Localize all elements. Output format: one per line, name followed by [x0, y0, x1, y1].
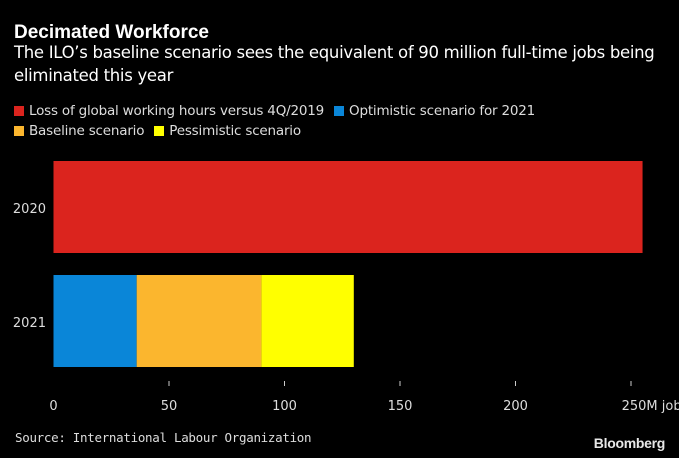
chart-title: Decimated Workforce	[14, 22, 209, 43]
legend-swatch-yellow	[154, 126, 165, 136]
bar-2020-loss-of-global-working-hours-versus-4q-2019	[53, 161, 643, 253]
chart-subtitle: The ILO’s baseline scenario sees the equ…	[14, 43, 655, 85]
x-tick-label: 200	[503, 399, 528, 414]
bar-2021-optimistic-scenario-for-2021	[53, 275, 137, 367]
legend-swatch-red	[14, 106, 24, 116]
legend-item-baseline: Baseline scenario	[14, 121, 144, 141]
bar-2021-baseline-scenario	[136, 275, 262, 367]
legend-item-pessimistic: Pessimistic scenario	[154, 121, 301, 141]
legend-swatch-blue	[334, 106, 345, 116]
source-note: Source: International Labour Organizatio…	[15, 430, 312, 445]
legend-label: Baseline scenario	[29, 123, 145, 139]
x-tick-label: 0	[49, 399, 57, 414]
bloomberg-logo: Bloomberg	[593, 435, 666, 451]
legend-label: Optimistic scenario for 2021	[349, 103, 536, 119]
legend-row: Baseline scenario Pessimistic scenario	[14, 121, 535, 141]
legend-label: Pessimistic scenario	[169, 123, 301, 139]
category-label-2021: 2021	[13, 316, 46, 331]
legend-item-optimistic: Optimistic scenario for 2021	[334, 101, 535, 121]
legend-row: Loss of global working hours versus 4Q/2…	[14, 101, 535, 121]
x-tick-label: 250M jobs	[622, 399, 679, 414]
legend: Loss of global working hours versus 4Q/2…	[14, 101, 535, 141]
x-tick-label: 100	[272, 399, 297, 414]
legend-item-loss-2020: Loss of global working hours versus 4Q/2…	[14, 101, 324, 121]
x-tick-label: 50	[161, 399, 178, 414]
legend-label: Loss of global working hours versus 4Q/2…	[29, 103, 325, 119]
bar-2021-pessimistic-scenario	[261, 275, 354, 367]
category-label-2020: 2020	[13, 202, 46, 217]
x-tick-label: 150	[388, 399, 413, 414]
legend-swatch-orange	[14, 126, 24, 136]
